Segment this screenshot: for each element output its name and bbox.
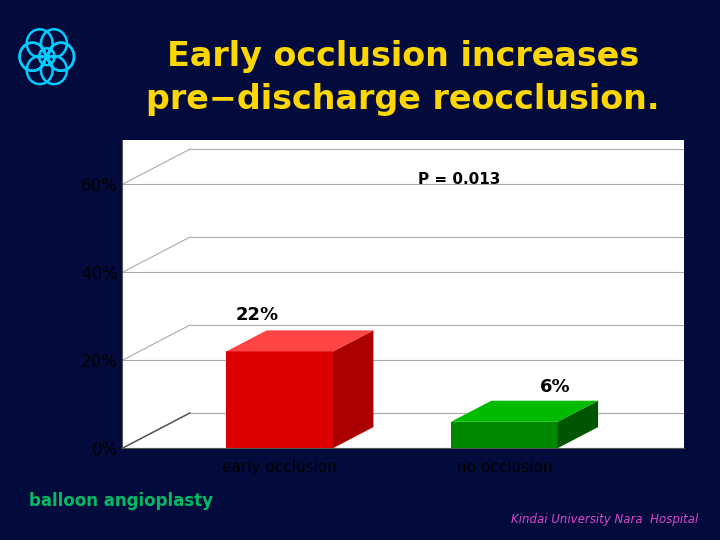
Text: Early occlusion increases: Early occlusion increases	[167, 40, 639, 73]
Text: balloon angioplasty: balloon angioplasty	[29, 492, 213, 510]
Polygon shape	[451, 401, 598, 422]
Polygon shape	[226, 352, 333, 448]
Polygon shape	[451, 422, 557, 448]
Text: 22%: 22%	[235, 306, 279, 324]
Text: early occlusion: early occlusion	[222, 460, 337, 475]
Polygon shape	[557, 401, 598, 448]
Text: no occlusion: no occlusion	[456, 460, 552, 475]
Text: P = 0.013: P = 0.013	[418, 172, 500, 187]
Text: Kindai University Nara  Hospital: Kindai University Nara Hospital	[511, 513, 698, 526]
Text: pre−discharge reocclusion.: pre−discharge reocclusion.	[146, 83, 660, 117]
Text: 6%: 6%	[539, 379, 570, 396]
Polygon shape	[226, 330, 374, 352]
Polygon shape	[333, 330, 374, 448]
